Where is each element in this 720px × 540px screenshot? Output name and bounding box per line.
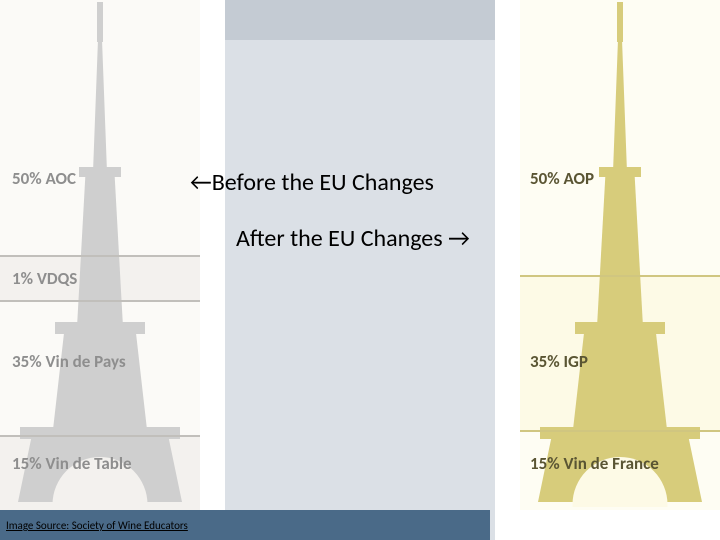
tower-before [10,2,190,502]
slide: 50% AOC 1% VDQS 35% Vin de Pays 15% Vin de … [0,0,720,540]
tier-label: 35% IGP [530,353,588,372]
tier-label: 15% Vin de France [530,455,659,474]
tier-divider [520,430,720,432]
panel-before: 50% AOC 1% VDQS 35% Vin de Pays 15% Vin de … [0,0,200,510]
tier-divider [0,255,200,257]
tier-divider [0,435,200,437]
image-source: Image Source: Society of Wine Educators [6,519,188,532]
tier-label: 50% AOC [12,170,76,189]
tier-divider [0,300,200,302]
panel-after: 50% AOP 35% IGP 15% Vin de France [520,0,720,510]
center-strip-top [225,0,495,40]
tier-label: 50% AOP [530,170,594,189]
tier-label: 35% Vin de Pays [12,353,126,372]
tower-after [530,2,710,502]
center-strip [225,0,495,540]
tier-label: 15% Vin de Table [12,455,132,474]
tier-label: 1% VDQS [12,270,77,289]
heading-before: ←Before the EU Changes [190,168,434,197]
heading-after: After the EU Changes → [236,224,470,253]
tier-divider [520,275,720,277]
